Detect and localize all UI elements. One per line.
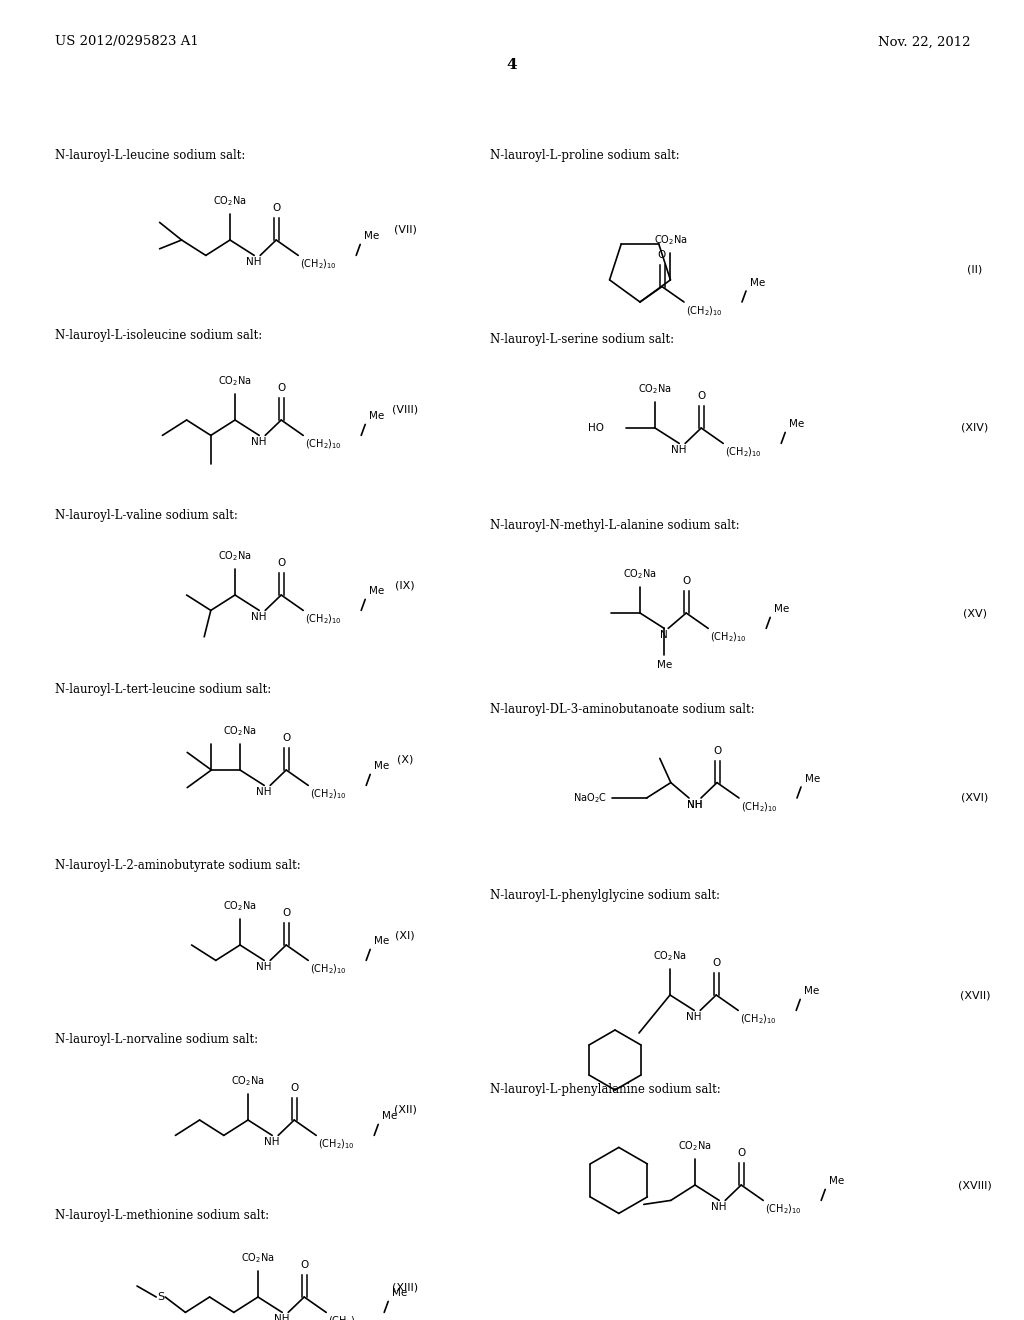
Text: (CH$_2$)$_{10}$: (CH$_2$)$_{10}$ bbox=[740, 1012, 777, 1026]
Text: O: O bbox=[272, 203, 281, 213]
Text: CO$_2$Na: CO$_2$Na bbox=[242, 1251, 274, 1265]
Text: O: O bbox=[682, 576, 690, 586]
Text: (CH$_2$)$_{10}$: (CH$_2$)$_{10}$ bbox=[305, 437, 342, 451]
Text: (CH$_2$)$_{10}$: (CH$_2$)$_{10}$ bbox=[711, 631, 748, 644]
Text: NaO$_2$C: NaO$_2$C bbox=[572, 791, 606, 805]
Text: (IX): (IX) bbox=[395, 579, 415, 590]
Text: (CH$_2$)$_{10}$: (CH$_2$)$_{10}$ bbox=[725, 445, 762, 459]
Text: O: O bbox=[300, 1261, 308, 1270]
Text: N-lauroyl-L-isoleucine sodium salt:: N-lauroyl-L-isoleucine sodium salt: bbox=[55, 329, 262, 342]
Text: (XVIII): (XVIII) bbox=[958, 1180, 992, 1191]
Text: N-lauroyl-L-2-aminobutyrate sodium salt:: N-lauroyl-L-2-aminobutyrate sodium salt: bbox=[55, 858, 301, 871]
Text: O: O bbox=[282, 733, 291, 743]
Text: N-lauroyl-L-norvaline sodium salt:: N-lauroyl-L-norvaline sodium salt: bbox=[55, 1034, 258, 1047]
Text: Me: Me bbox=[804, 986, 819, 997]
Text: (CH$_2$)$_{10}$: (CH$_2$)$_{10}$ bbox=[318, 1138, 355, 1151]
Text: NH: NH bbox=[252, 612, 267, 623]
Text: NH: NH bbox=[256, 962, 272, 973]
Text: NH: NH bbox=[264, 1138, 280, 1147]
Text: (VIII): (VIII) bbox=[392, 405, 418, 414]
Text: CO$_2$Na: CO$_2$Na bbox=[218, 374, 252, 388]
Text: Me: Me bbox=[382, 1111, 397, 1122]
Text: (XVII): (XVII) bbox=[959, 990, 990, 1001]
Text: NH: NH bbox=[274, 1315, 290, 1320]
Text: N-lauroyl-N-methyl-L-alanine sodium salt:: N-lauroyl-N-methyl-L-alanine sodium salt… bbox=[490, 519, 739, 532]
Text: Me: Me bbox=[374, 762, 389, 771]
Text: Me: Me bbox=[790, 420, 805, 429]
Text: Nov. 22, 2012: Nov. 22, 2012 bbox=[878, 36, 970, 49]
Text: US 2012/0295823 A1: US 2012/0295823 A1 bbox=[55, 36, 199, 49]
Text: 4: 4 bbox=[507, 58, 517, 73]
Text: O: O bbox=[737, 1148, 745, 1158]
Text: (CH$_2$)$_{10}$: (CH$_2$)$_{10}$ bbox=[329, 1315, 365, 1320]
Text: (CH$_2$)$_{10}$: (CH$_2$)$_{10}$ bbox=[686, 304, 723, 318]
Text: (CH$_2$)$_{10}$: (CH$_2$)$_{10}$ bbox=[310, 962, 347, 975]
Text: Me: Me bbox=[370, 412, 384, 421]
Text: (XVI): (XVI) bbox=[962, 793, 988, 803]
Text: N-lauroyl-L-phenylalanine sodium salt:: N-lauroyl-L-phenylalanine sodium salt: bbox=[490, 1084, 721, 1097]
Text: N-lauroyl-L-serine sodium salt:: N-lauroyl-L-serine sodium salt: bbox=[490, 334, 674, 346]
Text: NH: NH bbox=[712, 1203, 727, 1212]
Text: N-lauroyl-L-methionine sodium salt:: N-lauroyl-L-methionine sodium salt: bbox=[55, 1209, 269, 1221]
Text: NH: NH bbox=[686, 1012, 701, 1023]
Text: NH: NH bbox=[687, 800, 702, 810]
Text: Me: Me bbox=[750, 279, 765, 288]
Text: Me: Me bbox=[829, 1176, 845, 1187]
Text: N-lauroyl-DL-3-aminobutanoate sodium salt:: N-lauroyl-DL-3-aminobutanoate sodium sal… bbox=[490, 704, 755, 717]
Text: CO$_2$Na: CO$_2$Na bbox=[638, 381, 672, 396]
Text: (VII): (VII) bbox=[393, 224, 417, 235]
Text: (XIII): (XIII) bbox=[392, 1282, 418, 1292]
Text: CO$_2$Na: CO$_2$Na bbox=[624, 566, 656, 581]
Text: (XII): (XII) bbox=[393, 1105, 417, 1115]
Text: Me: Me bbox=[656, 660, 672, 669]
Text: O: O bbox=[278, 558, 286, 568]
Text: O: O bbox=[657, 249, 667, 260]
Text: (CH$_2$)$_{10}$: (CH$_2$)$_{10}$ bbox=[765, 1203, 802, 1216]
Text: (X): (X) bbox=[397, 755, 414, 766]
Text: O: O bbox=[713, 746, 721, 755]
Text: (XIV): (XIV) bbox=[962, 422, 988, 433]
Text: N-lauroyl-L-tert-leucine sodium salt:: N-lauroyl-L-tert-leucine sodium salt: bbox=[55, 684, 271, 697]
Text: (II): (II) bbox=[968, 265, 983, 275]
Text: CO$_2$Na: CO$_2$Na bbox=[653, 234, 687, 247]
Text: N-lauroyl-L-valine sodium salt:: N-lauroyl-L-valine sodium salt: bbox=[55, 508, 238, 521]
Text: Me: Me bbox=[374, 936, 389, 946]
Text: N-lauroyl-L-proline sodium salt:: N-lauroyl-L-proline sodium salt: bbox=[490, 149, 680, 161]
Text: O: O bbox=[290, 1082, 298, 1093]
Text: N-lauroyl-L-leucine sodium salt:: N-lauroyl-L-leucine sodium salt: bbox=[55, 149, 246, 161]
Text: NH: NH bbox=[672, 445, 687, 455]
Text: HO: HO bbox=[589, 422, 604, 433]
Text: (CH$_2$)$_{10}$: (CH$_2$)$_{10}$ bbox=[305, 612, 342, 626]
Text: Me: Me bbox=[805, 774, 820, 784]
Text: Me: Me bbox=[365, 231, 380, 242]
Text: S: S bbox=[158, 1292, 165, 1302]
Text: CO$_2$Na: CO$_2$Na bbox=[218, 549, 252, 562]
Text: O: O bbox=[278, 383, 286, 393]
Text: CO$_2$Na: CO$_2$Na bbox=[223, 723, 257, 738]
Text: NH: NH bbox=[687, 800, 702, 810]
Text: (XV): (XV) bbox=[963, 609, 987, 618]
Text: CO$_2$Na: CO$_2$Na bbox=[213, 194, 247, 207]
Text: NH: NH bbox=[247, 257, 262, 268]
Text: (CH$_2$)$_{10}$: (CH$_2$)$_{10}$ bbox=[300, 257, 337, 271]
Text: (CH$_2$)$_{10}$: (CH$_2$)$_{10}$ bbox=[741, 800, 778, 813]
Text: CO$_2$Na: CO$_2$Na bbox=[678, 1139, 712, 1152]
Text: CO$_2$Na: CO$_2$Na bbox=[653, 949, 687, 962]
Text: (XI): (XI) bbox=[395, 931, 415, 940]
Text: (CH$_2$)$_{10}$: (CH$_2$)$_{10}$ bbox=[310, 788, 347, 801]
Text: O: O bbox=[282, 908, 291, 917]
Text: CO$_2$Na: CO$_2$Na bbox=[223, 899, 257, 912]
Text: Me: Me bbox=[370, 586, 384, 597]
Text: NH: NH bbox=[252, 437, 267, 447]
Text: CO$_2$Na: CO$_2$Na bbox=[231, 1073, 265, 1088]
Text: Me: Me bbox=[392, 1288, 408, 1299]
Text: Me: Me bbox=[774, 605, 790, 614]
Text: O: O bbox=[697, 391, 706, 401]
Text: NH: NH bbox=[256, 788, 272, 797]
Text: N: N bbox=[660, 631, 668, 640]
Text: N-lauroyl-L-phenylglycine sodium salt:: N-lauroyl-L-phenylglycine sodium salt: bbox=[490, 888, 720, 902]
Text: O: O bbox=[712, 958, 720, 968]
